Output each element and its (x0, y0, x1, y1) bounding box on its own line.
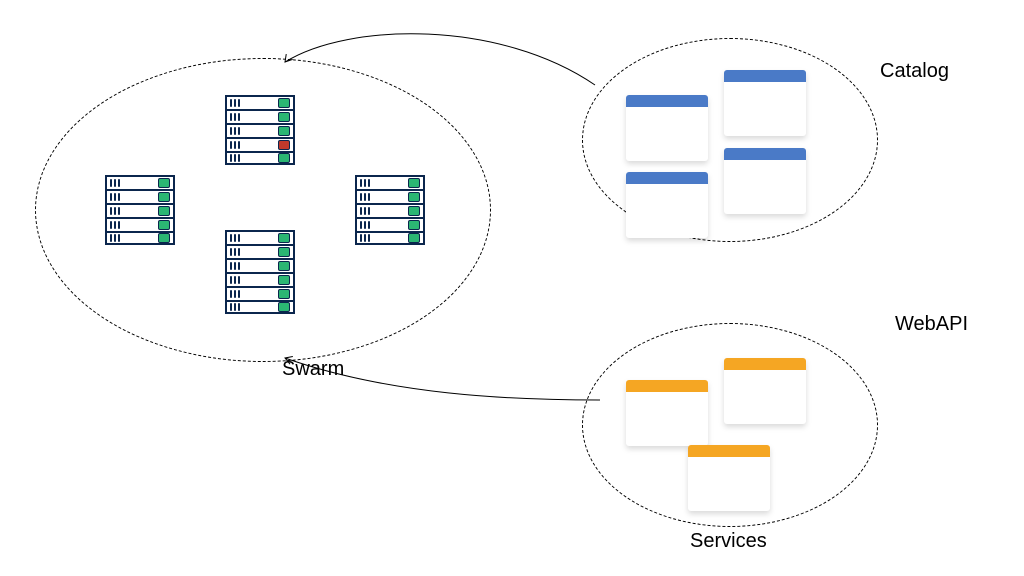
server-led-icon (278, 153, 290, 163)
server-led-icon (158, 192, 170, 202)
server-slot (355, 189, 425, 203)
server-led-icon (408, 220, 420, 230)
server-vents-icon (110, 193, 120, 201)
server-vents-icon (230, 154, 240, 162)
server-vents-icon (110, 179, 120, 187)
server-vents-icon (230, 99, 240, 107)
server-led-icon (278, 126, 290, 136)
catalog-card (724, 148, 806, 214)
server-led-icon (278, 261, 290, 271)
server-vents-icon (360, 207, 370, 215)
server-slot (225, 151, 295, 165)
server-vents-icon (110, 234, 120, 242)
server-vents-icon (230, 290, 240, 298)
server-slot (225, 300, 295, 314)
webapi-card-header (688, 445, 770, 457)
server-led-icon (278, 275, 290, 285)
catalog-label: Catalog (880, 60, 949, 83)
server-led-icon (158, 233, 170, 243)
catalog-card-header (724, 70, 806, 82)
webapi-card-header (724, 358, 806, 370)
server-vents-icon (360, 179, 370, 187)
server-led-icon (408, 206, 420, 216)
server-vents-icon (230, 248, 240, 256)
server-vents-icon (230, 303, 240, 311)
server-vents-icon (230, 276, 240, 284)
server-slot (225, 286, 295, 300)
server-led-icon (278, 247, 290, 257)
server-slot (355, 203, 425, 217)
services-label: Services (690, 530, 767, 553)
server-led-icon (278, 98, 290, 108)
server-slot (105, 217, 175, 231)
server-led-icon (278, 302, 290, 312)
server-led-icon (158, 178, 170, 188)
server-vents-icon (110, 207, 120, 215)
server-slot (355, 217, 425, 231)
server-slot (225, 272, 295, 286)
server-led-icon (158, 206, 170, 216)
catalog-card-header (626, 172, 708, 184)
catalog-card (724, 70, 806, 136)
server-slot (225, 95, 295, 109)
server-slot (105, 175, 175, 189)
server-vents-icon (360, 193, 370, 201)
server-vents-icon (230, 234, 240, 242)
server-rack-icon (225, 230, 295, 314)
webapi-card-header (626, 380, 708, 392)
server-vents-icon (230, 262, 240, 270)
server-vents-icon (230, 141, 240, 149)
server-led-icon (408, 178, 420, 188)
server-slot (225, 109, 295, 123)
webapi-label: WebAPI (895, 313, 968, 336)
server-rack-icon (355, 175, 425, 245)
server-slot (225, 244, 295, 258)
server-vents-icon (110, 221, 120, 229)
server-slot (105, 203, 175, 217)
server-slot (225, 123, 295, 137)
server-led-icon (278, 233, 290, 243)
server-slot (105, 231, 175, 245)
server-led-icon (278, 112, 290, 122)
server-slot (225, 137, 295, 151)
server-vents-icon (360, 221, 370, 229)
catalog-card-header (626, 95, 708, 107)
server-slot (355, 231, 425, 245)
server-slot (355, 175, 425, 189)
webapi-card (688, 445, 770, 511)
server-slot (225, 230, 295, 244)
webapi-card (626, 380, 708, 446)
server-slot (225, 258, 295, 272)
swarm-label: Swarm (282, 358, 344, 381)
catalog-card (626, 95, 708, 161)
server-vents-icon (230, 127, 240, 135)
server-vents-icon (230, 113, 240, 121)
diagram-stage: Swarm Catalog WebAPI Services (0, 0, 1024, 576)
server-rack-icon (105, 175, 175, 245)
catalog-card (626, 172, 708, 238)
server-vents-icon (360, 234, 370, 242)
server-led-icon (278, 289, 290, 299)
server-led-icon (408, 192, 420, 202)
server-led-icon (158, 220, 170, 230)
server-led-icon (408, 233, 420, 243)
server-rack-icon (225, 95, 295, 165)
server-led-icon (278, 140, 290, 150)
server-slot (105, 189, 175, 203)
webapi-card (724, 358, 806, 424)
catalog-card-header (724, 148, 806, 160)
